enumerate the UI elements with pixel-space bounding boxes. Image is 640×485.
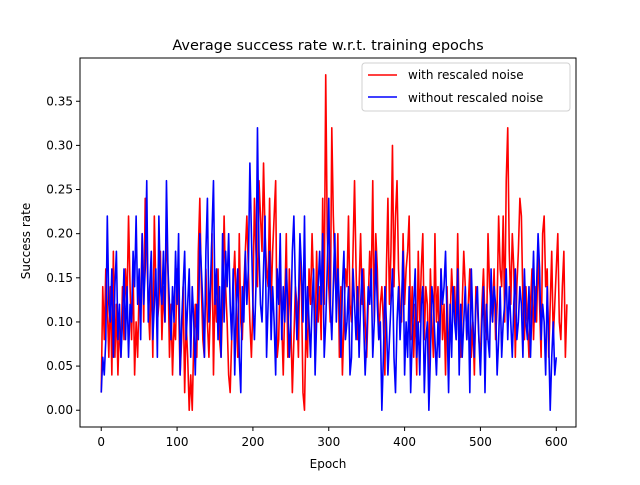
x-axis: 0 100 200 300 400 500 600 — [97, 427, 568, 449]
y-tick-label: 0.30 — [46, 138, 73, 152]
legend-label-without-rescaled-noise: without rescaled noise — [408, 91, 543, 105]
series-line-without-rescaled-noise — [100, 126, 558, 412]
legend: with rescaled noise without rescaled noi… — [361, 62, 571, 112]
x-tick-label: 100 — [166, 435, 189, 449]
legend-label-with-rescaled-noise: with rescaled noise — [408, 68, 524, 82]
x-tick-label: 600 — [545, 435, 568, 449]
x-tick-label: 300 — [317, 435, 340, 449]
chart-title: Average success rate w.r.t. training epo… — [172, 38, 483, 54]
x-tick-label: 200 — [241, 435, 264, 449]
x-tick-label: 0 — [97, 435, 105, 449]
x-tick-label: 500 — [469, 435, 492, 449]
x-axis-label: Epoch — [310, 457, 347, 471]
y-tick-label: 0.10 — [46, 315, 73, 329]
plot-area — [100, 73, 568, 412]
y-tick-label: 0.05 — [46, 359, 73, 373]
legend-box — [361, 62, 571, 112]
y-tick-label: 0.15 — [46, 271, 73, 285]
y-tick-label: 0.20 — [46, 227, 73, 241]
x-tick-label: 400 — [393, 435, 416, 449]
y-axis-label: Success rate — [19, 203, 33, 280]
y-tick-label: 0.00 — [46, 403, 73, 417]
y-axis: 0.00 0.05 0.10 0.15 0.20 0.25 0.30 0.35 — [46, 94, 80, 417]
axes-frame — [79, 57, 577, 428]
y-tick-label: 0.25 — [46, 183, 73, 197]
y-tick-label: 0.35 — [46, 94, 73, 108]
